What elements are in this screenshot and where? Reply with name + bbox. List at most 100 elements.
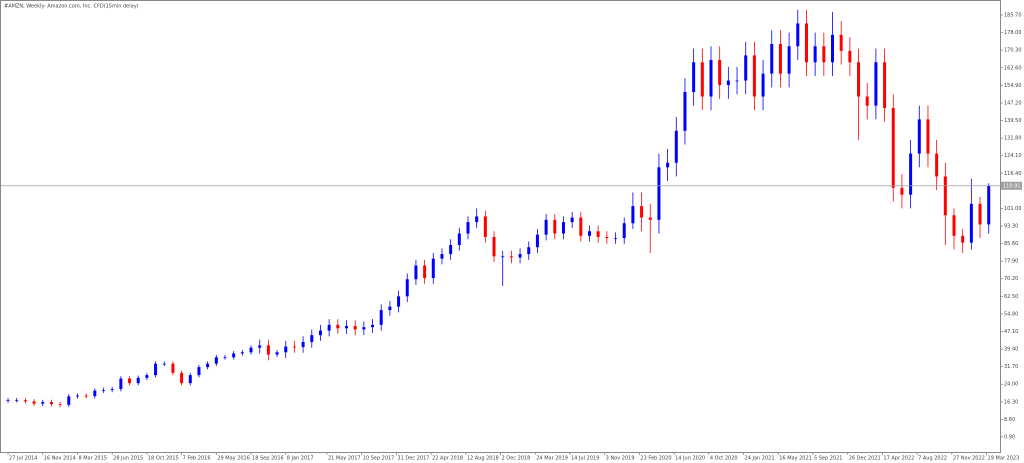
y-tick-label: 147.20 bbox=[1004, 100, 1022, 106]
x-tick-label: 16 May 2021 bbox=[779, 456, 812, 462]
candle-body bbox=[631, 206, 635, 224]
x-tick-label: 19 Mar 2023 bbox=[988, 456, 1020, 462]
candle-body bbox=[397, 296, 401, 307]
candle-body bbox=[128, 378, 132, 384]
x-tick-label: 5 Sep 2021 bbox=[814, 456, 843, 462]
candle-body bbox=[93, 390, 97, 397]
candle-body bbox=[718, 59, 722, 86]
candle-body bbox=[188, 375, 192, 384]
candle-body bbox=[770, 44, 774, 74]
y-tick-label: 93.30 bbox=[1004, 224, 1018, 230]
y-tick-label: 178.00 bbox=[1004, 30, 1022, 36]
candle-body bbox=[587, 231, 591, 236]
x-tick-label: 24 Mar 2019 bbox=[536, 456, 568, 462]
candle-body bbox=[778, 44, 782, 74]
y-tick-label: 131.80 bbox=[1004, 136, 1022, 142]
candle-body bbox=[501, 256, 505, 258]
candle-body bbox=[67, 396, 71, 405]
candle-body bbox=[483, 216, 487, 237]
candle-body bbox=[804, 23, 808, 63]
candle-body bbox=[839, 34, 843, 51]
candle-body bbox=[961, 235, 965, 243]
x-tick-label: 23 Feb 2020 bbox=[640, 456, 671, 462]
candle-body bbox=[49, 402, 53, 405]
candle-body bbox=[180, 372, 184, 384]
y-tick-label: 31.70 bbox=[1004, 364, 1018, 370]
candle-body bbox=[171, 363, 175, 373]
candle-body bbox=[232, 353, 236, 358]
candle-body bbox=[327, 324, 331, 331]
candle-body bbox=[874, 62, 878, 106]
x-tick-label: 27 Nov 2022 bbox=[953, 456, 985, 462]
candle-body bbox=[761, 73, 765, 97]
candle-body bbox=[822, 46, 826, 63]
candle-body bbox=[917, 119, 921, 154]
candle-body bbox=[640, 206, 644, 218]
x-tick-label: 8 Mar 2015 bbox=[78, 456, 107, 462]
candle-body bbox=[553, 219, 557, 234]
candle-body bbox=[301, 342, 305, 348]
candle-body bbox=[657, 167, 661, 220]
y-tick-label: 54.80 bbox=[1004, 311, 1018, 317]
x-tick-label: 18 Oct 2015 bbox=[148, 456, 179, 462]
candle-body bbox=[475, 216, 479, 223]
candle-body bbox=[292, 346, 296, 348]
candle-body bbox=[101, 389, 105, 391]
candle-body bbox=[240, 352, 244, 354]
y-tick-label: 85.60 bbox=[1004, 241, 1018, 247]
candle-body bbox=[457, 233, 461, 245]
candle-body bbox=[414, 265, 418, 280]
candle-body bbox=[284, 346, 288, 353]
candle-body bbox=[509, 256, 513, 258]
candle-body bbox=[969, 203, 973, 243]
x-tick-label: 2 Dec 2018 bbox=[502, 456, 531, 462]
candle-body bbox=[614, 238, 618, 239]
candle-body bbox=[58, 404, 62, 405]
y-tick-label: 77.90 bbox=[1004, 259, 1018, 265]
candle-body bbox=[440, 254, 444, 259]
candle-body bbox=[75, 395, 79, 397]
candle-body bbox=[388, 306, 392, 311]
candle-body bbox=[544, 219, 548, 235]
candle-body bbox=[110, 389, 114, 390]
candle-body bbox=[952, 215, 956, 236]
y-tick-label: 8.60 bbox=[1004, 417, 1015, 423]
candle-body bbox=[423, 265, 427, 279]
candle-body bbox=[883, 62, 887, 108]
candle-body bbox=[535, 234, 539, 248]
candle-body bbox=[431, 258, 435, 279]
candle-body bbox=[900, 187, 904, 195]
candle-body bbox=[787, 46, 791, 74]
candle-body bbox=[692, 62, 696, 92]
candle-body bbox=[310, 335, 314, 343]
x-tick-label: 26 Dec 2021 bbox=[849, 456, 881, 462]
x-tick-label: 7 Aug 2022 bbox=[918, 456, 947, 462]
candle-body bbox=[596, 231, 600, 237]
candle-body bbox=[926, 119, 930, 154]
x-tick-label: 24 Jan 2021 bbox=[745, 456, 775, 462]
y-tick-label: 24.00 bbox=[1004, 382, 1018, 388]
x-tick-label: 14 Jul 2019 bbox=[571, 456, 599, 462]
candle-body bbox=[857, 62, 861, 97]
candle-body bbox=[154, 363, 158, 376]
candle-body bbox=[518, 254, 522, 258]
current-price-box bbox=[1001, 181, 1022, 190]
y-tick-label: 62.50 bbox=[1004, 294, 1018, 300]
candle-body bbox=[579, 217, 583, 236]
candle-body bbox=[666, 162, 670, 168]
candle-body bbox=[318, 330, 322, 336]
candle-body bbox=[978, 203, 982, 225]
candle-body bbox=[119, 378, 123, 390]
candle-body bbox=[891, 107, 895, 188]
x-tick-label: 16 Nov 2014 bbox=[44, 456, 76, 462]
x-tick-label: 3 Nov 2019 bbox=[606, 456, 635, 462]
y-tick-label: 185.70 bbox=[1004, 13, 1022, 19]
candle-body bbox=[935, 153, 939, 177]
candle-body bbox=[353, 326, 357, 330]
candle-body bbox=[735, 80, 739, 82]
x-tick-label: 22 Apr 2018 bbox=[432, 456, 463, 462]
candle-body bbox=[371, 324, 375, 328]
x-tick-label: 7 Feb 2016 bbox=[183, 456, 211, 462]
candle-body bbox=[145, 375, 149, 378]
